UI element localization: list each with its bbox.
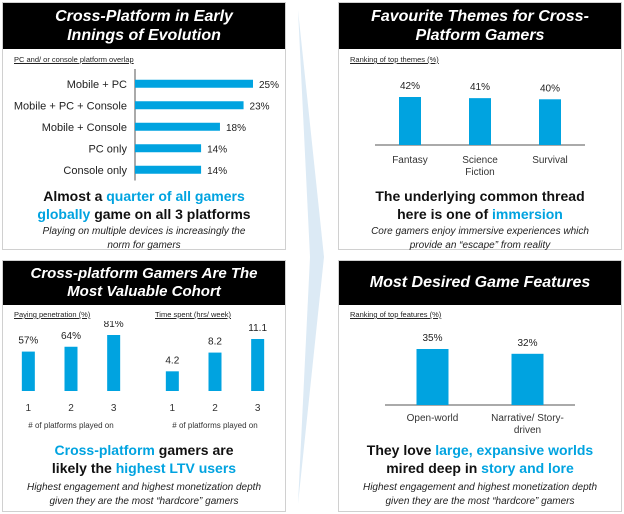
value-label: 14%	[207, 144, 227, 155]
overlap-chart-label: PC and/ or console platform overlap	[14, 55, 134, 64]
value-label: 40%	[540, 83, 560, 94]
headline-highlight-1: Cross-platform	[54, 442, 155, 458]
bar	[469, 98, 491, 145]
panel-valuable: Cross-platform Gamers Are The Most Valua…	[2, 260, 286, 512]
bar	[21, 351, 35, 391]
value-label: 11.1	[248, 323, 267, 334]
headline-highlight-2: story and lore	[481, 460, 574, 477]
headline-highlight-1: large, expansive worlds	[435, 442, 594, 458]
time-chart-label: Time spent (hrs/ week)	[155, 310, 231, 319]
value-label: 42%	[400, 81, 420, 92]
category-label: Mobile + PC	[67, 79, 127, 91]
time-axis-caption: # of platforms played on	[172, 421, 258, 430]
category-label: Open-world	[407, 413, 459, 424]
paying-axis-caption: # of platforms played on	[28, 421, 114, 430]
bar	[251, 339, 265, 391]
panel-evolution-headline: Almost a quarter of all gamers globally …	[3, 187, 285, 223]
panel-themes-title-line2: Platform Gamers	[415, 27, 545, 44]
panel-valuable-headline: Cross-platform gamers are likely the hig…	[3, 441, 285, 477]
value-label: 64%	[61, 331, 81, 342]
category-label: 2	[68, 403, 74, 414]
headline-mid: mired deep in	[386, 460, 482, 477]
paying-chart-label: Paying penetration (%)	[14, 310, 91, 319]
bar	[135, 165, 202, 174]
time-chart: 4.2 1 8.2 2 11.1 3	[165, 323, 267, 414]
panel-valuable-title-line2: Most Valuable Cohort	[67, 283, 221, 300]
panel-evolution: Cross-Platform in Early Innings of Evolu…	[2, 2, 286, 251]
themes-chart-label: Ranking of top themes (%)	[350, 55, 439, 64]
bar	[416, 349, 449, 405]
value-label: 32%	[517, 338, 537, 349]
bar	[539, 99, 561, 145]
panel-evolution-title-line1: Cross-Platform in Early	[55, 7, 233, 25]
value-label: 57%	[18, 336, 38, 347]
headline-mid: gamers are likely the	[51, 442, 234, 477]
value-label: 18%	[226, 123, 246, 134]
bar	[399, 97, 421, 145]
panel-themes-title-line1: Favourite Themes for Cross-	[371, 7, 589, 25]
bar	[64, 346, 78, 391]
flow-arrow	[298, 10, 324, 504]
category-label: 3	[111, 403, 117, 414]
panel-features-header: Most Desired Game Features	[339, 261, 621, 305]
category-label: Survival	[532, 155, 568, 166]
value-label: 23%	[250, 101, 270, 112]
headline-highlight: quarter of all gamers globally	[37, 188, 245, 223]
bar	[165, 371, 179, 391]
headline-highlight-2: highest LTV users	[115, 460, 237, 477]
category-label: 3	[255, 403, 261, 414]
bar	[135, 79, 253, 88]
bar	[208, 352, 222, 391]
category-label: Fiction	[465, 167, 494, 178]
panel-evolution-header: Cross-Platform in Early Innings of Evolu…	[3, 3, 285, 49]
value-label: 8.2	[208, 337, 222, 348]
value-label: 35%	[422, 333, 442, 344]
panel-features-title: Most Desired Game Features	[369, 274, 591, 292]
overlap-chart: Mobile + PC 25% Mobile + PC + Console 23% Mo…	[14, 69, 279, 181]
panel-themes: Favourite Themes for Cross- Platform Gam…	[338, 2, 622, 251]
category-label: Mobile + Console	[42, 122, 127, 134]
category-label: 1	[170, 403, 176, 414]
panel-evolution-title-line2: Innings of Evolution	[67, 27, 221, 44]
bar	[135, 144, 202, 153]
bar	[135, 101, 244, 110]
panel-valuable-header: Cross-platform Gamers Are The Most Valua…	[3, 261, 285, 305]
category-label: Mobile + PC + Console	[14, 100, 127, 112]
value-label: 4.2	[165, 355, 179, 366]
panel-features-headline: They love large, expansive worlds mired …	[339, 441, 621, 477]
category-label: Narrative/ Story-	[491, 413, 564, 424]
panel-features: Most Desired Game Features Ranking of to…	[338, 260, 622, 512]
features-chart: 35% Open-world 32% Narrative/ Story-driven	[385, 333, 575, 436]
panel-themes-note: Core gamers enjoy immersive experiences …	[371, 226, 589, 251]
value-label: 81%	[104, 321, 124, 330]
panel-evolution-note: Playing on multiple devices is increasin…	[42, 226, 246, 251]
category-label: Console only	[63, 165, 127, 177]
category-label: 2	[212, 403, 218, 414]
headline-pre: The underlying common thread here is one…	[375, 188, 585, 223]
category-label: PC only	[88, 143, 127, 155]
category-label: driven	[514, 425, 541, 436]
category-label: Science	[462, 155, 498, 166]
bar	[511, 353, 544, 405]
panel-features-note: Highest engagement and highest monetizat…	[362, 482, 598, 507]
value-label: 25%	[259, 80, 279, 91]
bar	[107, 335, 121, 391]
headline-pre: They love	[366, 442, 436, 458]
value-label: 41%	[470, 82, 490, 93]
paying-chart: 57% 1 64% 2 81% 3	[18, 321, 124, 414]
panel-valuable-note: Highest engagement and highest monetizat…	[26, 482, 262, 507]
panel-valuable-title-line1: Cross-platform Gamers Are The	[30, 265, 258, 282]
value-label: 14%	[207, 166, 227, 177]
category-label: Fantasy	[392, 155, 428, 166]
category-label: 1	[26, 403, 32, 414]
bar	[135, 122, 220, 131]
features-chart-label: Ranking of top features (%)	[350, 310, 442, 319]
panel-themes-headline: The underlying common thread here is one…	[339, 187, 621, 223]
headline-highlight: immersion	[492, 206, 563, 223]
panel-themes-header: Favourite Themes for Cross- Platform Gam…	[339, 3, 621, 49]
headline-pre: Almost a	[43, 188, 107, 204]
headline-post: game on all 3 platforms	[90, 206, 251, 223]
